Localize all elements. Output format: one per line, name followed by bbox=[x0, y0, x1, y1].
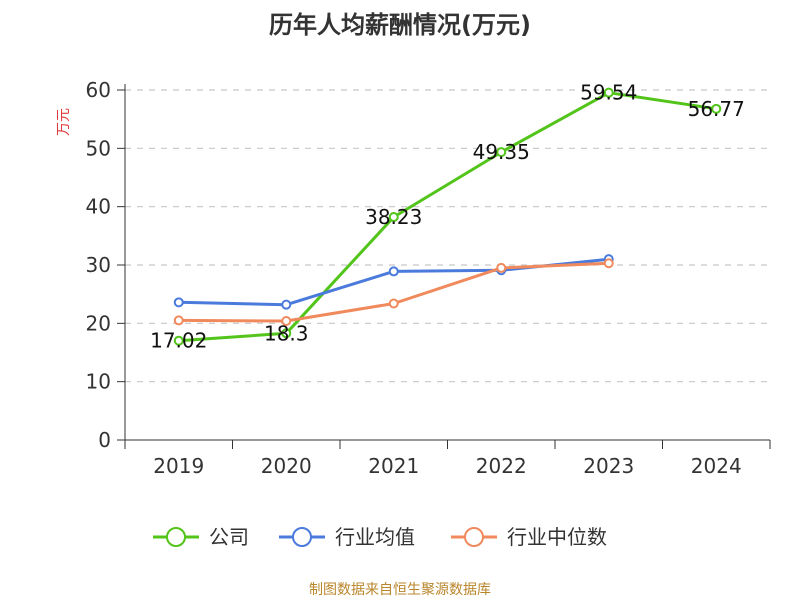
data-point bbox=[173, 315, 184, 326]
legend: 公司 行业均值 行业中位数 bbox=[153, 525, 607, 549]
data-point bbox=[388, 211, 399, 222]
y-tick-label: 60 bbox=[86, 78, 111, 102]
data-point bbox=[281, 328, 292, 339]
data-label: 17.02 bbox=[150, 329, 207, 353]
y-axis-label: 万元 bbox=[56, 108, 72, 136]
data-label: 38.23 bbox=[365, 205, 422, 229]
source-note: 制图数据来自恒生聚源数据库 bbox=[309, 582, 491, 598]
series-line-0 bbox=[177, 91, 718, 343]
y-tick-label: 0 bbox=[98, 428, 111, 452]
axes: 0 10 20 30 40 50 60 2019 2020 2021 2022 2023 2024 bbox=[86, 78, 771, 478]
y-tick-label: 30 bbox=[86, 253, 111, 277]
legend-swatch-marker bbox=[292, 527, 312, 547]
legend-label: 行业中位数 bbox=[507, 525, 607, 549]
data-point bbox=[711, 103, 722, 114]
data-point bbox=[281, 316, 292, 326]
x-tick-label: 2024 bbox=[691, 454, 742, 478]
legend-label: 公司 bbox=[209, 525, 249, 549]
legend-item: 行业均值 bbox=[279, 525, 415, 549]
legend-item: 公司 bbox=[153, 525, 249, 549]
data-point bbox=[388, 266, 399, 277]
data-point bbox=[281, 299, 292, 310]
y-tick-label: 20 bbox=[86, 311, 111, 335]
data-point bbox=[388, 298, 399, 309]
data-label: 18.3 bbox=[264, 321, 309, 345]
chart-title: 历年人均薪酬情况(万元) bbox=[269, 11, 531, 39]
y-tick-label: 40 bbox=[86, 195, 111, 219]
data-label: 59.54 bbox=[580, 81, 637, 105]
data-point bbox=[173, 335, 184, 346]
x-tick-label: 2023 bbox=[583, 454, 634, 478]
x-tick-label: 2021 bbox=[368, 454, 419, 478]
data-point bbox=[496, 147, 507, 158]
legend-label: 行业均值 bbox=[335, 525, 415, 549]
data-label: 49.35 bbox=[473, 140, 530, 164]
plot-area bbox=[173, 87, 722, 346]
x-tick-label: 2020 bbox=[261, 454, 312, 478]
x-tick-label: 2019 bbox=[153, 454, 204, 478]
x-tick-label: 2022 bbox=[476, 454, 527, 478]
data-point bbox=[603, 87, 614, 98]
data-labels: 17.02 18.3 38.23 49.35 59.54 56.77 bbox=[150, 81, 745, 353]
data-point bbox=[603, 258, 614, 269]
data-point bbox=[173, 297, 184, 308]
data-point bbox=[496, 262, 507, 273]
legend-swatch-marker bbox=[166, 527, 186, 547]
y-tick-label: 50 bbox=[86, 136, 111, 160]
y-tick-label: 10 bbox=[86, 370, 111, 394]
data-label: 56.77 bbox=[688, 97, 745, 121]
legend-swatch-marker bbox=[464, 527, 484, 547]
legend-item: 行业中位数 bbox=[451, 525, 607, 549]
